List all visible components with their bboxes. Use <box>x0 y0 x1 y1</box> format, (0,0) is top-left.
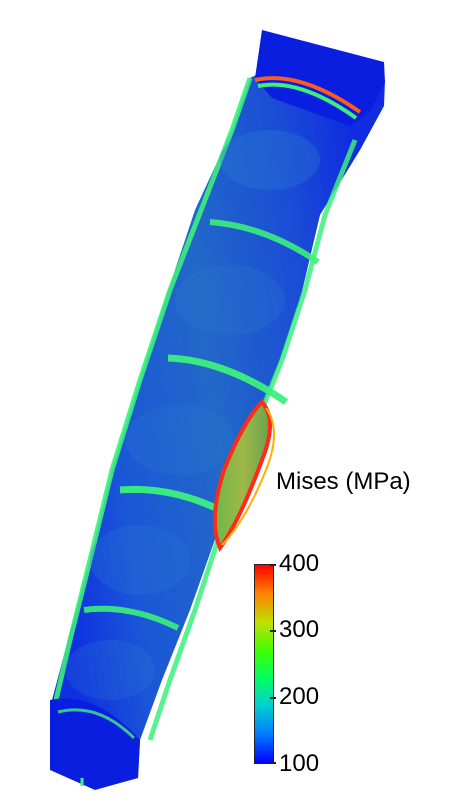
colorbar-tick-mark <box>270 697 276 699</box>
bulge-region <box>212 399 272 553</box>
legend-title: Mises (MPa) <box>276 468 411 495</box>
colorbar-tick-label: 100 <box>279 750 320 777</box>
colorbar-tick-label: 300 <box>279 616 320 643</box>
ring-1 <box>209 219 320 265</box>
colorbar-tick-label: 400 <box>279 550 320 577</box>
top-end-cap <box>255 30 385 126</box>
inner-shade-5 <box>65 640 155 700</box>
bulge-edge-orange <box>221 407 275 546</box>
inner-shade-2 <box>175 265 285 335</box>
ring-4 <box>83 605 180 631</box>
left-edge-highlight <box>51 77 253 761</box>
colorbar-tick-mark <box>270 762 276 764</box>
colorbar <box>254 564 274 764</box>
bottom-inner-rim <box>57 708 136 740</box>
inner-shade-4 <box>90 525 190 595</box>
colorbar-tick-mark <box>270 564 276 566</box>
bottom-end-cap <box>50 698 140 790</box>
ring-3 <box>119 485 222 514</box>
inner-shade-3 <box>125 405 235 475</box>
ring-2 <box>167 354 288 405</box>
colorbar-tick-mark <box>270 630 276 632</box>
top-inner-rim <box>254 76 362 114</box>
inner-shade-1 <box>220 130 320 190</box>
colorbar-tick-label: 200 <box>279 683 320 710</box>
top-inner-rim-green <box>257 82 358 120</box>
